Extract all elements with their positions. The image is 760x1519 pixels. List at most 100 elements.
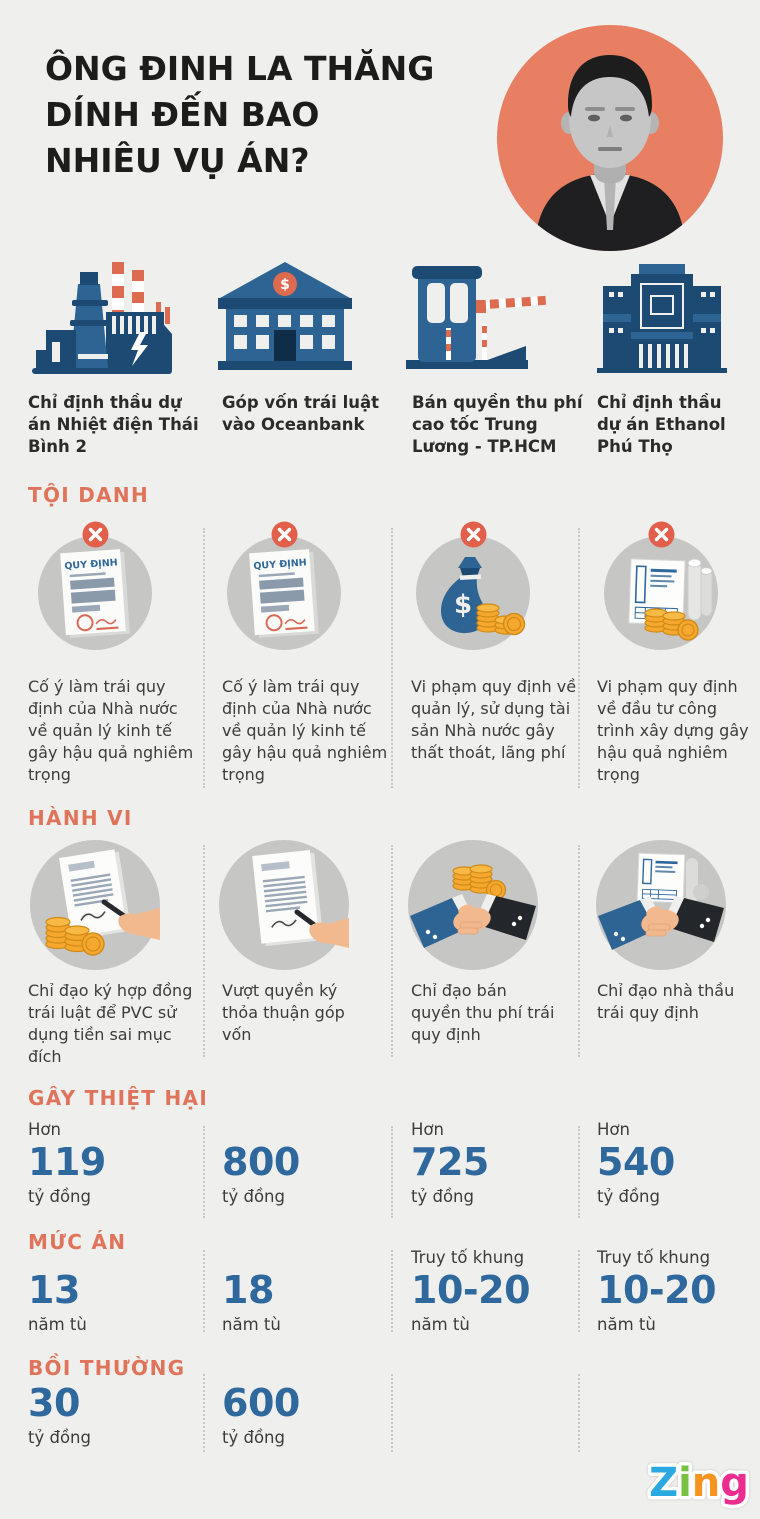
stat-unit: tỷ đồng [222,1427,285,1447]
sentence-stat: Truy tố khung 10-20 năm tù [597,1244,717,1334]
column-separator [203,1374,205,1452]
action-icon-circle [30,840,160,970]
stat-value: 30 [28,1381,80,1425]
damage-stat: 800 tỷ đồng [222,1116,300,1206]
stat-value: 800 [222,1140,300,1184]
column-separator [391,1374,393,1452]
page-title: ÔNG ĐINH LA THĂNG DÍNH ĐẾN BAO NHIÊU VỤ … [45,46,495,184]
action-text: Vượt quyền ký thỏa thuận góp vốn [222,981,345,1044]
x-mark-badge-icon [82,521,109,548]
column-separator [578,528,580,788]
stat-unit: tỷ đồng [28,1186,91,1206]
case-icon-cell: $ [197,256,373,374]
sentence-stat: 13 năm tù [28,1244,87,1334]
stat-value: 10-20 [411,1268,531,1312]
stat-unit: tỷ đồng [411,1186,474,1206]
x-mark-badge-icon [460,521,487,548]
stat-value: 119 [28,1140,106,1184]
bank-icon: $ [218,262,352,370]
svg-text:Zing: Zing [649,1460,749,1506]
damage-stat: Hơn 725 tỷ đồng [411,1116,489,1206]
compensation-stat: 600 tỷ đồng [222,1381,300,1447]
sign-contract-icon [219,840,349,970]
stat-prefix: Truy tố khung [597,1248,711,1267]
blueprint-coins-x-icon [604,536,718,650]
document-title-text: QUY ĐỊNH [253,557,307,572]
column-separator [578,1250,580,1332]
stat-unit: tỷ đồng [222,1186,285,1206]
ethanol-plant-icon [597,264,727,373]
stat-unit: năm tù [222,1314,281,1334]
crime-text: Cố ý làm trái quy định của Nhà nước về q… [28,677,194,784]
handshake-coins-icon [408,840,538,970]
crime-text: Vi phạm quy định về đầu tư công trình xâ… [597,677,749,784]
column-separator [578,845,580,1057]
stat-prefix: Truy tố khung [411,1248,525,1267]
case-label: Chỉ định thầu dự án Nhiệt điện Thái Bình… [28,393,199,456]
document-title-text: QUY ĐỊNH [64,557,118,572]
column-separator [391,845,393,1057]
action-text: Chỉ đạo ký hợp đồng trái luật để PVC sử … [28,981,193,1066]
column-separator [203,1250,205,1332]
stat-prefix: Hơn [411,1120,444,1139]
action-text: Chỉ đạo nhà thầu trái quy định [597,981,735,1022]
case-label: Chỉ định thầu dự án Ethanol Phú Thọ [597,393,726,456]
column-separator [578,1126,580,1218]
crime-text: Vi phạm quy định về quản lý, sử dụng tài… [411,677,577,762]
case-icon-cell [12,256,188,374]
stat-value: 725 [411,1140,489,1184]
section-heading-boi-thuong: BỒI THƯỜNG [28,1356,186,1380]
sentence-stat: Truy tố khung 10-20 năm tù [411,1244,531,1334]
zing-letter: i [678,1460,692,1506]
regulation-document-x-icon: QUY ĐỊNH [38,536,152,650]
zing-letter: n [692,1460,720,1506]
zing-letter: g [720,1460,749,1506]
x-mark-badge-icon [271,521,298,548]
dinh-la-thang-portrait-icon [497,25,723,251]
column-separator [391,1126,393,1218]
column-separator [203,1126,205,1218]
crime-icon-circle [604,536,718,650]
dollar-sign-icon: $ [454,590,472,620]
action-text: Chỉ đạo bán quyền thu phí trái quy định [411,981,555,1044]
column-separator [578,1374,580,1452]
compensation-stat: 30 tỷ đồng [28,1381,91,1447]
column-separator [203,845,205,1057]
stat-value: 18 [222,1268,274,1312]
stat-value: 13 [28,1268,80,1312]
title-line: DÍNH ĐẾN BAO [45,95,320,134]
column-separator [203,528,205,788]
action-icon-circle [219,840,349,970]
sentence-stat: 18 năm tù [222,1244,281,1334]
toll-gate-icon [406,266,547,369]
zing-letter: Z [649,1460,678,1506]
dollar-sign-icon: $ [280,277,290,293]
stat-value: 10-20 [597,1268,717,1312]
damage-stat: Hơn 540 tỷ đồng [597,1116,675,1206]
stat-unit: năm tù [411,1314,470,1334]
crime-icon-circle: QUY ĐỊNH [227,536,341,650]
stat-prefix [222,1116,300,1143]
section-heading-muc-an: MỨC ÁN [28,1230,127,1254]
x-mark-badge-icon [648,521,675,548]
case-icon-cell [574,256,750,374]
column-separator [391,528,393,788]
stat-prefix: Hơn [28,1120,61,1139]
stat-unit: năm tù [28,1314,87,1334]
section-heading-hanh-vi: HÀNH VI [28,806,133,830]
crime-icon-circle: $ [416,536,530,650]
stat-value: 600 [222,1381,300,1425]
case-icon-cell [386,256,562,374]
action-icon-circle [596,840,726,970]
section-heading-toi-danh: TỘI DANH [28,483,150,507]
zing-logo: Zing [643,1450,755,1512]
stat-unit: tỷ đồng [28,1427,91,1447]
action-icon-circle [408,840,538,970]
damage-stat: Hơn 119 tỷ đồng [28,1116,106,1206]
stat-prefix: Hơn [597,1120,630,1139]
regulation-document-x-icon: QUY ĐỊNH [227,536,341,650]
handshake-blueprint-icon [596,840,726,970]
stat-unit: năm tù [597,1314,656,1334]
stat-prefix [222,1244,281,1271]
